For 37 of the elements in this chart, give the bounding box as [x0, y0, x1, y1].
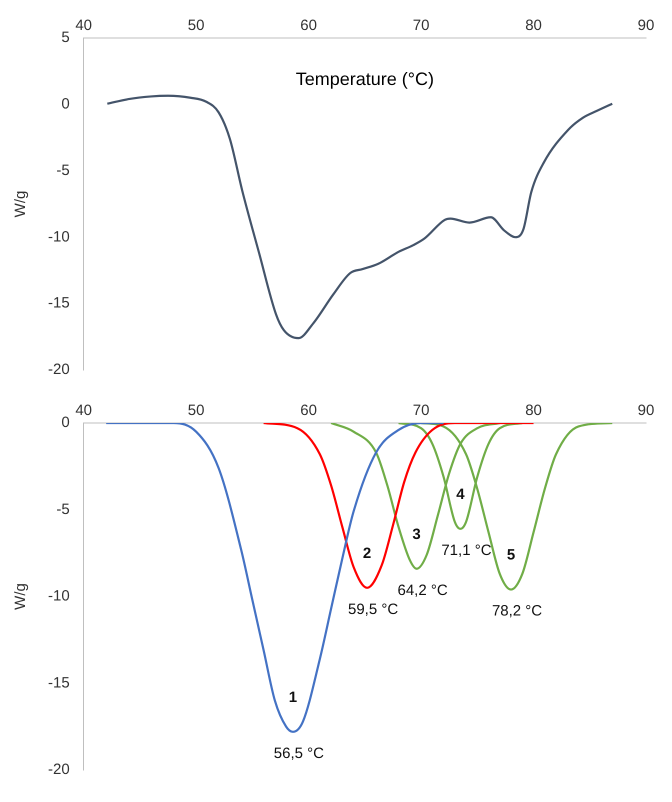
y-tick-label: -10 — [48, 588, 70, 605]
y-axis-title: W/g — [12, 583, 30, 610]
annotation: 78,2 °C — [492, 602, 542, 620]
line-series — [106, 94, 614, 340]
y-axis-title: W/g — [12, 190, 30, 218]
x-tick-label: 60 — [300, 17, 317, 34]
annotation: 2 — [362, 544, 372, 562]
y-tick-label: -20 — [48, 761, 70, 778]
y-tick-label: -15 — [48, 674, 70, 692]
annotation: 71,1 °C — [441, 542, 492, 559]
annotation: 59,5 °C — [348, 600, 398, 618]
x-tick-label: 50 — [188, 402, 204, 420]
y-tick-label: -10 — [48, 228, 70, 246]
y-tick-label: 0 — [61, 414, 70, 432]
annotation: 5 — [506, 546, 516, 564]
x-tick-label: 40 — [75, 17, 92, 34]
y-tick-label: -15 — [48, 294, 70, 312]
x-tick-label: 90 — [638, 17, 654, 34]
x-axis-title: Temperature (°C) — [296, 68, 434, 89]
annotation: 56,5 °C — [274, 744, 324, 762]
y-tick-label: -5 — [56, 500, 70, 518]
x-tick-label: 80 — [525, 17, 542, 34]
x-tick-label: 50 — [188, 17, 204, 34]
x-tick-label: 70 — [412, 17, 430, 34]
annotation: 1 — [288, 688, 298, 706]
annotation: 64,2 °C — [397, 582, 448, 599]
x-tick-label: 90 — [638, 402, 654, 420]
y-tick-label: -20 — [48, 361, 70, 378]
x-tick-label: 40 — [75, 402, 92, 420]
x-tick-label: 80 — [525, 402, 542, 420]
y-tick-label: -5 — [56, 162, 70, 179]
y-tick-label: 0 — [61, 96, 70, 113]
x-tick-label: 70 — [412, 402, 430, 420]
annotation: 4 — [456, 486, 466, 503]
x-tick-label: 60 — [300, 402, 317, 420]
y-tick-label: 5 — [61, 29, 70, 46]
annotation: 3 — [412, 526, 421, 543]
